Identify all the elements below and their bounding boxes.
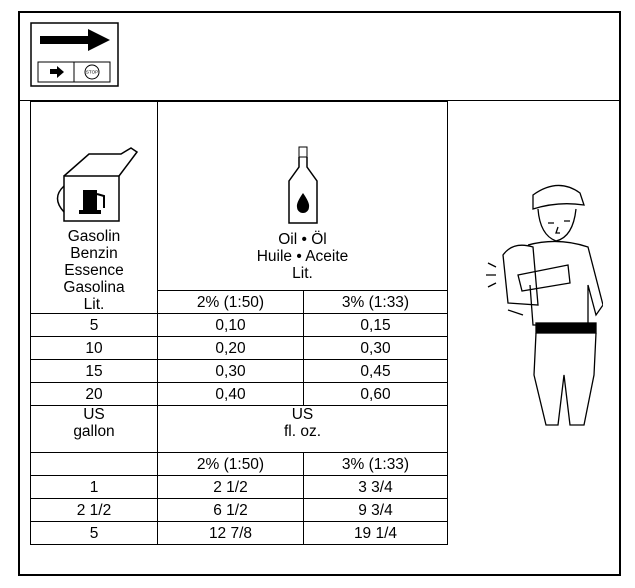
worker-illustration bbox=[478, 175, 603, 435]
fuel-amount: 10 bbox=[31, 337, 158, 360]
oil-amount: 19 1/4 bbox=[304, 522, 448, 545]
fuel-amount: 2 1/2 bbox=[31, 499, 158, 522]
oil-amount: 0,20 bbox=[158, 337, 304, 360]
fuel-amount: 1 bbox=[31, 476, 158, 499]
fuel-label: Gasolina bbox=[31, 279, 157, 296]
fuel-amount: 5 bbox=[31, 314, 158, 337]
us-oil-label: fl. oz. bbox=[158, 423, 447, 440]
fuel-label: Gasolin bbox=[31, 228, 157, 245]
fuel-amount: 15 bbox=[31, 360, 158, 383]
oil-amount: 0,60 bbox=[304, 383, 448, 406]
oil-amount: 2 1/2 bbox=[158, 476, 304, 499]
mix-table: Gasolin Benzin Essence Gasolina Lit. Oil… bbox=[30, 101, 448, 545]
oil-amount: 0,10 bbox=[158, 314, 304, 337]
fuel-amount: 20 bbox=[31, 383, 158, 406]
oil-amount: 0,40 bbox=[158, 383, 304, 406]
oil-amount: 0,30 bbox=[304, 337, 448, 360]
oil-label: Oil • Öl bbox=[158, 231, 447, 248]
fuel-label: Essence bbox=[31, 262, 157, 279]
fuel-label: Lit. bbox=[31, 296, 157, 313]
direction-icon: STOP bbox=[30, 22, 120, 88]
oil-amount: 0,15 bbox=[304, 314, 448, 337]
oil-amount: 0,45 bbox=[304, 360, 448, 383]
ratio-header: 2% (1:50) bbox=[158, 291, 304, 314]
oil-amount: 3 3/4 bbox=[304, 476, 448, 499]
oil-amount: 6 1/2 bbox=[158, 499, 304, 522]
fuel-can-icon bbox=[49, 146, 139, 224]
oil-bottle-icon bbox=[283, 145, 323, 227]
ratio-header: 3% (1:33) bbox=[304, 453, 448, 476]
oil-amount: 0,30 bbox=[158, 360, 304, 383]
us-fuel-label: gallon bbox=[31, 423, 157, 440]
fuel-label: Benzin bbox=[31, 245, 157, 262]
ratio-header: 3% (1:33) bbox=[304, 291, 448, 314]
stop-label: STOP bbox=[86, 70, 98, 75]
fuel-amount: 5 bbox=[31, 522, 158, 545]
ratio-header: 2% (1:50) bbox=[158, 453, 304, 476]
oil-amount: 12 7/8 bbox=[158, 522, 304, 545]
blank-cell bbox=[31, 453, 158, 476]
oil-amount: 9 3/4 bbox=[304, 499, 448, 522]
oil-label: Lit. bbox=[158, 265, 447, 282]
fuel-header: Gasolin Benzin Essence Gasolina Lit. bbox=[31, 102, 158, 314]
page: STOP Gasolin Benzin Essence Gasolina Lit… bbox=[0, 0, 635, 588]
oil-header: Oil • Öl Huile • Aceite Lit. bbox=[158, 102, 448, 291]
us-fuel-label: US bbox=[31, 406, 157, 423]
oil-label: Huile • Aceite bbox=[158, 248, 447, 265]
us-oil-label: US bbox=[158, 406, 447, 423]
